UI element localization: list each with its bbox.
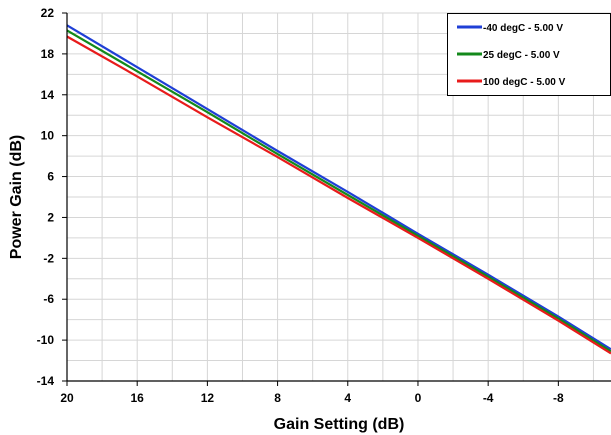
y-tick-label: 22 — [41, 6, 55, 20]
ticks: 20 16 12 8 4 0 -4 -8 22 18 14 10 6 2 -2 -6 -10 -14 — [37, 6, 564, 405]
y-tick-label: -14 — [37, 374, 55, 388]
axes — [66, 13, 611, 382]
y-axis-title: Power Gain (dB) — [8, 135, 25, 259]
legend-label: 100 degC - 5.00 V — [483, 77, 566, 88]
x-tick-label: 20 — [60, 391, 74, 405]
x-tick-label: 4 — [344, 391, 351, 405]
x-tick-label: 0 — [415, 391, 422, 405]
y-tick-label: 14 — [41, 88, 55, 102]
series-layer — [66, 24, 611, 355]
y-tick-label: 2 — [47, 210, 54, 224]
x-tick-label: 16 — [131, 391, 145, 405]
series-line-1 — [66, 24, 611, 351]
y-tick-label: 10 — [41, 129, 55, 143]
legend-label: -40 degC - 5.00 V — [483, 23, 563, 34]
x-tick-label: -8 — [553, 391, 564, 405]
y-tick-label: -2 — [43, 251, 54, 265]
x-tick-label: 8 — [274, 391, 281, 405]
x-tick-label: 12 — [201, 391, 215, 405]
legend: -40 degC - 5.00 V 25 degC - 5.00 V 100 deg… — [447, 13, 611, 96]
series-line-2 — [66, 29, 611, 353]
legend-label: 25 degC - 5.00 V — [483, 50, 560, 61]
x-axis-title: Gain Setting (dB) — [274, 416, 405, 433]
series-line-3 — [66, 35, 611, 355]
x-tick-label: -4 — [483, 391, 494, 405]
y-tick-label: -10 — [37, 333, 55, 347]
y-tick-label: 18 — [41, 47, 55, 61]
y-tick-label: -6 — [43, 292, 54, 306]
y-tick-label: 6 — [47, 170, 54, 184]
